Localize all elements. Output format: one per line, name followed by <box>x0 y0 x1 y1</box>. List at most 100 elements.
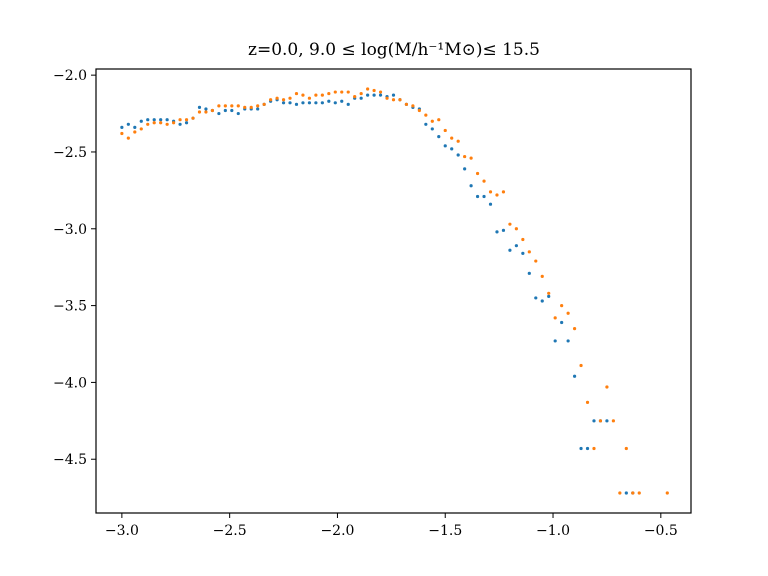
data-point-series-2 <box>139 127 143 131</box>
data-point-series-1 <box>320 101 324 105</box>
data-point-series-2 <box>243 105 247 110</box>
data-point-series-1 <box>120 125 124 129</box>
data-point-series-2 <box>527 250 531 254</box>
data-point-series-1 <box>450 147 454 151</box>
x-tick-label: −3.0 <box>105 523 139 539</box>
data-point-series-1 <box>592 419 596 423</box>
data-point-series-2 <box>152 121 156 125</box>
data-point-series-1 <box>346 102 350 106</box>
data-point-series-2 <box>605 385 609 389</box>
data-point-series-2 <box>547 291 551 295</box>
data-point-series-1 <box>624 491 628 495</box>
data-point-series-1 <box>366 93 370 97</box>
data-point-series-2 <box>611 419 615 423</box>
data-point-series-2 <box>585 400 590 404</box>
data-point-series-2 <box>230 104 234 108</box>
data-point-series-1 <box>463 167 467 171</box>
data-point-series-1 <box>560 320 564 325</box>
data-point-series-1 <box>230 108 234 113</box>
data-point-series-2 <box>288 96 292 100</box>
data-point-series-2 <box>275 96 279 100</box>
data-point-series-1 <box>159 118 163 122</box>
axes-frame <box>95 68 692 514</box>
data-point-series-1 <box>605 419 609 423</box>
data-point-series-1 <box>314 101 318 105</box>
data-point-series-2 <box>301 93 305 97</box>
data-point-series-1 <box>456 153 460 157</box>
data-point-series-2 <box>521 237 525 242</box>
data-point-series-2 <box>217 104 221 108</box>
data-point-series-2 <box>592 446 596 451</box>
data-point-series-1 <box>540 299 544 303</box>
data-point-series-2 <box>398 98 402 102</box>
data-point-series-1 <box>178 122 182 126</box>
data-point-series-2 <box>126 136 130 140</box>
data-point-series-1 <box>553 339 557 343</box>
data-point-series-1 <box>501 228 506 232</box>
data-point-series-1 <box>256 107 260 111</box>
x-tick-label: −1.0 <box>536 523 570 539</box>
data-point-series-2 <box>385 96 389 100</box>
data-point-series-1 <box>333 101 337 105</box>
data-point-series-1 <box>547 294 551 298</box>
data-point-series-1 <box>475 194 480 199</box>
data-point-series-2 <box>320 93 324 97</box>
data-point-series-2 <box>624 446 628 451</box>
data-point-series-2 <box>430 119 434 123</box>
data-point-series-1 <box>197 105 202 110</box>
data-point-series-2 <box>333 90 337 94</box>
data-point-series-2 <box>566 311 570 315</box>
data-point-series-2 <box>165 122 169 126</box>
data-point-series-1 <box>359 96 363 100</box>
data-point-series-2 <box>637 491 641 495</box>
data-point-series-2 <box>197 110 202 114</box>
plot-area: −3.0 −2.5 −2.0 −1.5 −1.0 −0.5 −2.0 −2.5 −3.0 −3.5… <box>53 68 678 539</box>
data-point-series-1 <box>437 134 441 139</box>
data-point-series-1 <box>482 194 486 199</box>
data-point-series-2 <box>133 130 137 134</box>
data-point-series-2 <box>146 122 150 126</box>
data-point-series-2 <box>120 131 124 136</box>
data-point-series-2 <box>178 118 182 122</box>
data-point-series-2 <box>184 118 189 122</box>
data-point-series-1 <box>372 93 376 97</box>
data-point-series-2 <box>256 104 260 108</box>
data-point-series-2 <box>665 491 669 495</box>
data-point-series-1 <box>424 122 428 126</box>
data-point-series-1 <box>152 118 156 122</box>
data-point-series-2 <box>346 90 350 94</box>
data-point-series-1 <box>184 121 189 125</box>
data-point-series-2 <box>508 222 512 226</box>
data-point-series-1 <box>572 374 577 378</box>
data-point-series-2 <box>281 98 286 102</box>
data-point-series-2 <box>488 190 493 194</box>
data-point-series-2 <box>631 491 635 495</box>
data-point-series-1 <box>301 101 305 105</box>
data-point-series-1 <box>204 107 208 111</box>
data-point-series-2 <box>450 136 454 140</box>
data-point-series-2 <box>572 327 577 331</box>
data-point-series-2 <box>249 105 253 110</box>
data-point-series-1 <box>165 118 169 122</box>
x-tick-label: −0.5 <box>644 523 678 539</box>
data-point-series-2 <box>443 128 447 133</box>
data-point-series-1 <box>443 144 447 148</box>
data-point-series-2 <box>372 88 376 93</box>
data-point-series-2 <box>501 190 506 194</box>
x-tick-label: −2.0 <box>320 523 354 539</box>
data-point-series-1 <box>146 118 150 122</box>
data-point-series-1 <box>236 111 240 116</box>
y-tick-label: −4.5 <box>53 452 87 468</box>
data-point-series-2 <box>579 363 583 368</box>
y-tick-label: −2.5 <box>53 145 87 161</box>
data-point-series-2 <box>469 156 473 160</box>
data-point-series-2 <box>159 121 163 125</box>
data-point-series-1 <box>585 446 590 451</box>
data-point-series-2 <box>475 171 480 176</box>
data-point-series-2 <box>404 102 409 106</box>
data-point-series-1 <box>223 108 227 113</box>
data-point-series-2 <box>598 419 603 423</box>
data-point-series-2 <box>411 104 415 108</box>
